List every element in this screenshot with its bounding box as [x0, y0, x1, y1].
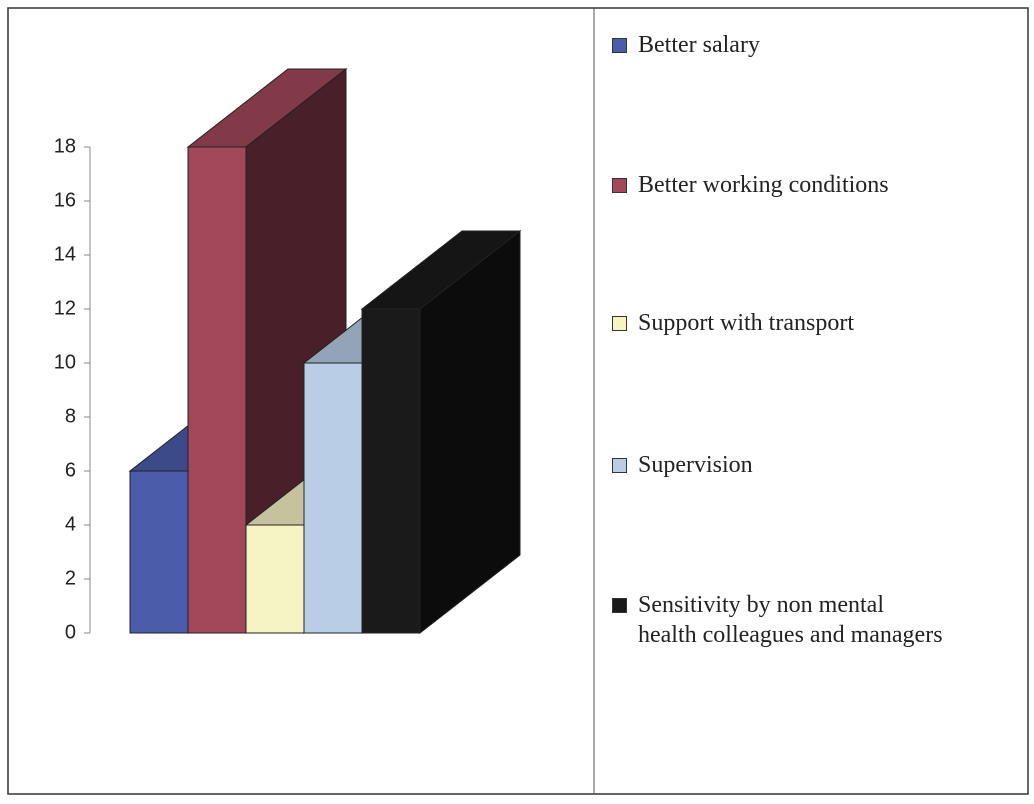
y-tick-label: 16	[54, 189, 76, 211]
bar	[245, 524, 305, 634]
y-tick-label: 10	[54, 351, 76, 373]
bar	[187, 146, 247, 634]
legend-swatch	[612, 178, 627, 193]
legend-swatch	[612, 598, 627, 613]
legend-label: Better salary	[638, 32, 760, 58]
legend-label: Supervision	[638, 452, 753, 478]
y-tick-label: 0	[65, 621, 76, 643]
y-tick-label: 6	[65, 459, 76, 481]
bar	[129, 470, 189, 634]
legend-label: Sensitivity by non mental health colleag…	[638, 592, 943, 648]
legend-swatch	[612, 38, 627, 53]
legend-label: Better working conditions	[638, 172, 889, 198]
y-tick-label: 2	[65, 567, 76, 589]
bar	[303, 362, 363, 634]
frame	[7, 7, 1029, 795]
legend-swatch	[612, 458, 627, 473]
y-tick-label: 4	[65, 513, 76, 535]
y-tick-label: 12	[54, 297, 76, 319]
y-tick-label: 8	[65, 405, 76, 427]
y-tick-label: 14	[54, 243, 76, 265]
y-tick-label: 18	[54, 135, 76, 157]
bar	[361, 308, 421, 634]
legend-label: Support with transport	[638, 310, 854, 336]
legend-swatch	[612, 316, 627, 331]
